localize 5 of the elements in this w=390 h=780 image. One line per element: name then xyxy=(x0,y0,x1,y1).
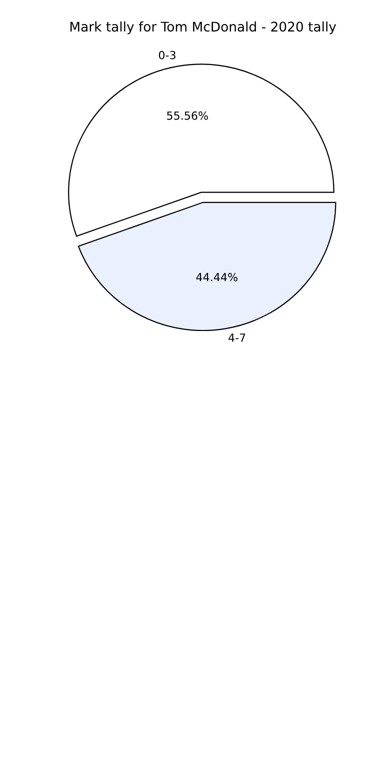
chart-title: Mark tally for Tom McDonald - 2020 tally xyxy=(70,21,336,34)
slice-label: 0-3 xyxy=(158,50,176,60)
data-label: 44.44% xyxy=(196,272,238,282)
data-label: 55.56% xyxy=(167,111,208,120)
slice-label: 4-7 xyxy=(228,334,246,342)
